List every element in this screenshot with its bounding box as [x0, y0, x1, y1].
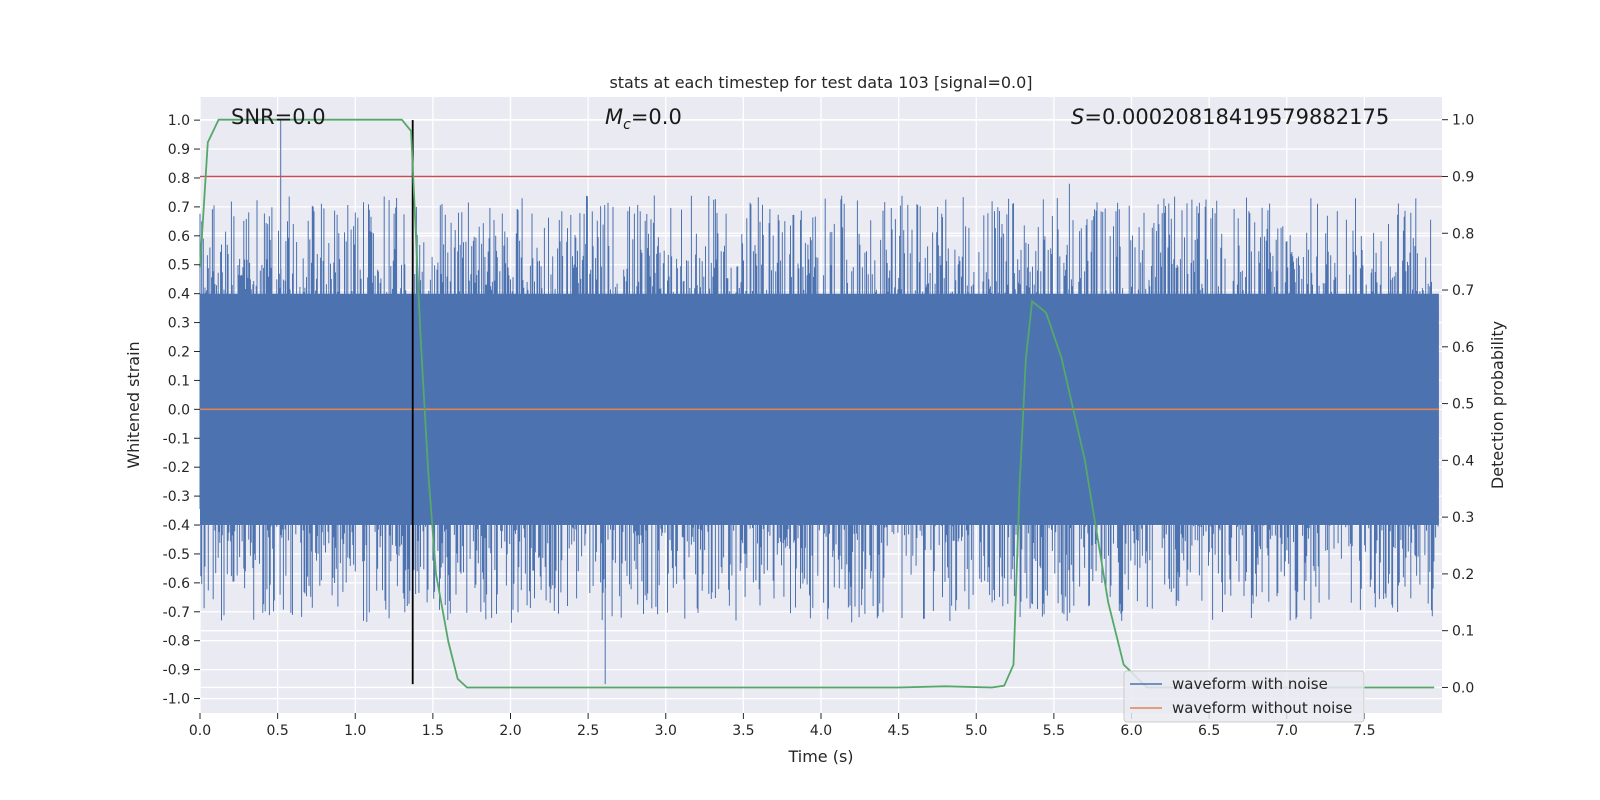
- y-tick-label: -1.0: [163, 692, 190, 708]
- y-tick-label: -0.1: [163, 431, 190, 447]
- x-tick-label: 4.0: [810, 723, 832, 739]
- right-y-tick-label: 0.1: [1452, 624, 1474, 640]
- noise-spikes: [199, 120, 1439, 685]
- s-value: =0.00020818419579882175: [1084, 105, 1389, 129]
- detection-probability-line: [199, 118, 1435, 689]
- right-y-tick-label: 0.2: [1452, 567, 1474, 583]
- x-tick-label: 0.5: [266, 723, 288, 739]
- snr-annotation: SNR=0.0: [231, 105, 326, 129]
- s-symbol: S: [1071, 105, 1084, 129]
- x-tick-label: 0.0: [189, 723, 211, 739]
- y-tick-label: -0.8: [163, 634, 190, 650]
- y-tick-label: 0.6: [168, 229, 190, 245]
- y-tick-label: 0.4: [168, 287, 190, 303]
- right-y-tick-label: 1.0: [1452, 113, 1474, 129]
- y-tick-label: 0.5: [168, 258, 190, 274]
- right-y-tick-label: 0.4: [1452, 453, 1474, 469]
- legend: waveform with noise waveform without noi…: [1123, 670, 1365, 723]
- y-tick-label: -0.3: [163, 489, 190, 505]
- legend-label-noise: waveform with noise: [1172, 675, 1328, 693]
- y-tick-label: -0.9: [163, 663, 190, 679]
- right-y-tick-label: 0.3: [1452, 510, 1474, 526]
- right-y-axis-label: Detection probability: [1488, 321, 1507, 489]
- x-tick-label: 1.0: [344, 723, 366, 739]
- x-tick-label: 6.0: [1120, 723, 1142, 739]
- x-tick-label: 2.0: [499, 723, 521, 739]
- x-tick-label: 5.5: [1043, 723, 1065, 739]
- right-y-tick-label: 0.0: [1452, 680, 1474, 696]
- overlay-lines: [199, 118, 1442, 689]
- x-axis-label: Time (s): [787, 747, 853, 766]
- legend-label-clean: waveform without noise: [1172, 699, 1352, 717]
- chirp-mass-annotation: Mc=0.0: [605, 105, 682, 133]
- right-y-tick-label: 0.5: [1452, 397, 1474, 413]
- y-tick-label: 0.8: [168, 171, 190, 187]
- y-axis-label: Whitened strain: [124, 341, 143, 468]
- x-tick-label: 3.5: [732, 723, 754, 739]
- s-annotation: S=0.00020818419579882175: [1071, 105, 1389, 129]
- y-tick-label: -0.4: [163, 518, 190, 534]
- axes: 1.0 0.9 0.8 0.7 0.6 0.5 0.4 0.3 0.2 0.1 0.0 -0.1 -0.…: [163, 113, 1475, 739]
- legend-box: [1123, 670, 1365, 723]
- y-tick-label: -0.2: [163, 460, 190, 476]
- chirp-mass-symbol: M: [605, 105, 623, 129]
- y-tick-label: 1.0: [168, 113, 190, 129]
- x-tick-label: 6.5: [1198, 723, 1220, 739]
- x-tick-label: 2.5: [577, 723, 599, 739]
- y-tick-label: -0.5: [163, 547, 190, 563]
- right-y-tick-label: 0.7: [1452, 283, 1474, 299]
- right-y-tick-label: 0.8: [1452, 226, 1474, 242]
- right-y-tick-label: 0.9: [1452, 169, 1474, 185]
- y-tick-label: 0.1: [168, 373, 190, 389]
- y-tick-label: 0.9: [168, 142, 190, 158]
- x-tick-label: 7.5: [1353, 723, 1375, 739]
- y-tick-label: 0.2: [168, 344, 190, 360]
- y-tick-label: -0.7: [163, 605, 190, 621]
- x-tick-label: 7.0: [1276, 723, 1298, 739]
- y-tick-label: -0.6: [163, 576, 190, 592]
- right-y-tick-label: 0.6: [1452, 340, 1474, 356]
- y-tick-label: 0.7: [168, 200, 190, 216]
- x-tick-label: 3.0: [655, 723, 677, 739]
- y-tick-label: 0.3: [168, 316, 190, 332]
- x-tick-label: 4.5: [887, 723, 909, 739]
- x-tick-label: 1.5: [422, 723, 444, 739]
- chart-title: stats at each timestep for test data 103…: [609, 73, 1032, 92]
- x-tick-label: 5.0: [965, 723, 987, 739]
- y-tick-label: 0.0: [168, 402, 190, 418]
- chirp-mass-value: =0.0: [631, 105, 682, 129]
- chirp-mass-subscript: c: [623, 117, 631, 133]
